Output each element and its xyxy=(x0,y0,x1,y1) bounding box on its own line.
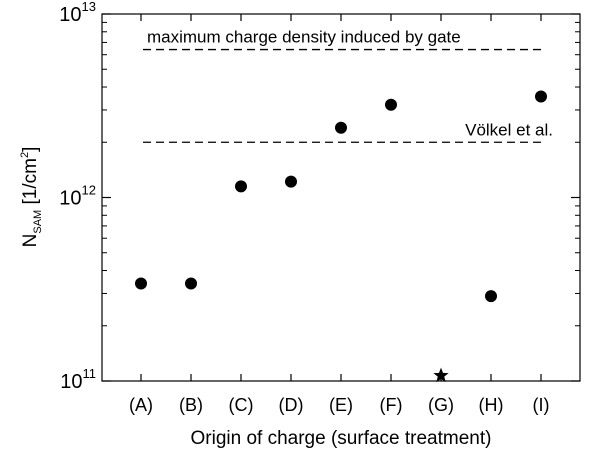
reference-line-label: maximum charge density induced by gate xyxy=(147,28,461,47)
data-point xyxy=(235,180,247,193)
data-point xyxy=(335,121,347,134)
y-axis-label: NSAM [1/cm2] xyxy=(19,147,44,248)
x-tick-label: (F) xyxy=(380,395,403,415)
x-tick-label: (A) xyxy=(129,395,153,415)
x-tick-label: (E) xyxy=(329,395,353,415)
data-point-star xyxy=(433,367,449,383)
x-tick-label: (H) xyxy=(479,395,504,415)
tick-marks xyxy=(102,13,580,382)
x-tick-label: (D) xyxy=(279,395,304,415)
data-point xyxy=(385,98,397,111)
reference-lines: maximum charge density induced by gate Vö… xyxy=(143,28,553,143)
x-tick-label: (I) xyxy=(533,395,550,415)
plot-frame xyxy=(101,13,581,382)
y-tick-label: 1012 xyxy=(59,183,96,210)
data-points xyxy=(135,90,547,383)
y-tick-label: 1013 xyxy=(59,0,96,26)
x-tick-label: (B) xyxy=(179,395,203,415)
x-tick-label: (G) xyxy=(428,395,454,415)
data-point xyxy=(135,277,147,290)
data-point xyxy=(485,290,497,303)
reference-line-label: Völkel et al. xyxy=(465,120,553,139)
y-tick-label: 1011 xyxy=(60,366,96,393)
x-tick-label: (C) xyxy=(229,395,254,415)
data-point xyxy=(535,90,547,103)
data-point xyxy=(185,277,197,290)
y-tick-labels: 1011 1012 1013 xyxy=(59,0,96,393)
data-point xyxy=(285,175,297,188)
x-tick-labels: (A) (B) (C) (D) (E) (F) (G) (H) (I) xyxy=(129,395,550,415)
x-axis-label: Origin of charge (surface treatment) xyxy=(191,428,492,449)
